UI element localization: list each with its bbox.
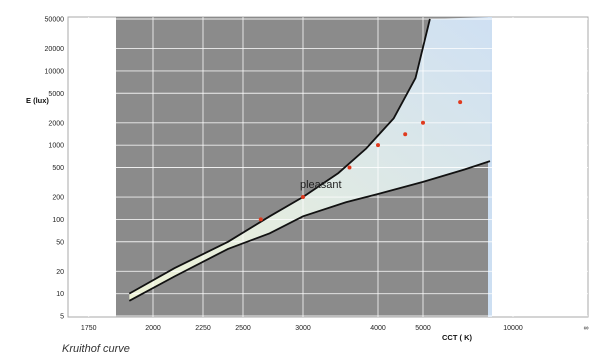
x-tick-label: 10000 (503, 325, 523, 332)
x-tick-label: 2500 (235, 325, 251, 332)
y-tick-label: 5000 (48, 91, 64, 98)
figure-caption: Kruithof curve (62, 343, 130, 355)
y-tick-label: 5 (60, 314, 64, 321)
x-tick-label: 2250 (195, 325, 211, 332)
right-edge-band (488, 17, 492, 317)
x-tick-label: 2000 (145, 325, 161, 332)
data-point (301, 195, 305, 200)
y-axis-title: E (lux) (26, 96, 49, 105)
x-tick-label: 5000 (415, 325, 431, 332)
y-tick-label: 2000 (48, 120, 64, 127)
data-point (347, 165, 352, 170)
y-tick-label: 10000 (45, 68, 65, 75)
y-tick-label: 10 (56, 291, 64, 298)
y-tick-label: 500 (52, 165, 64, 172)
data-point (258, 217, 263, 222)
upper-boundary-line (128, 18, 431, 295)
x-tick-label: 3000 (295, 325, 311, 332)
x-axis-infinity-label: ∞ (584, 325, 589, 332)
x-tick-label: 4000 (370, 325, 386, 332)
data-point (421, 120, 425, 125)
pleasant-region-label: pleasant (300, 179, 342, 191)
y-tick-label: 1000 (48, 143, 64, 150)
data-point (403, 132, 408, 137)
y-tick-label: 50000 (45, 17, 65, 24)
pleasant-region (129, 17, 490, 301)
x-tick-label: 1750 (81, 325, 97, 332)
y-tick-label: 20 (56, 269, 64, 276)
lower-boundary-line (128, 160, 491, 302)
data-point (376, 143, 380, 148)
y-tick-label: 20000 (45, 46, 65, 53)
x-axis-title: CCT ( K) (442, 333, 472, 342)
y-tick-label: 200 (52, 195, 64, 202)
data-point (458, 100, 463, 105)
y-tick-label: 50 (56, 239, 64, 246)
y-tick-label: 100 (52, 217, 64, 224)
